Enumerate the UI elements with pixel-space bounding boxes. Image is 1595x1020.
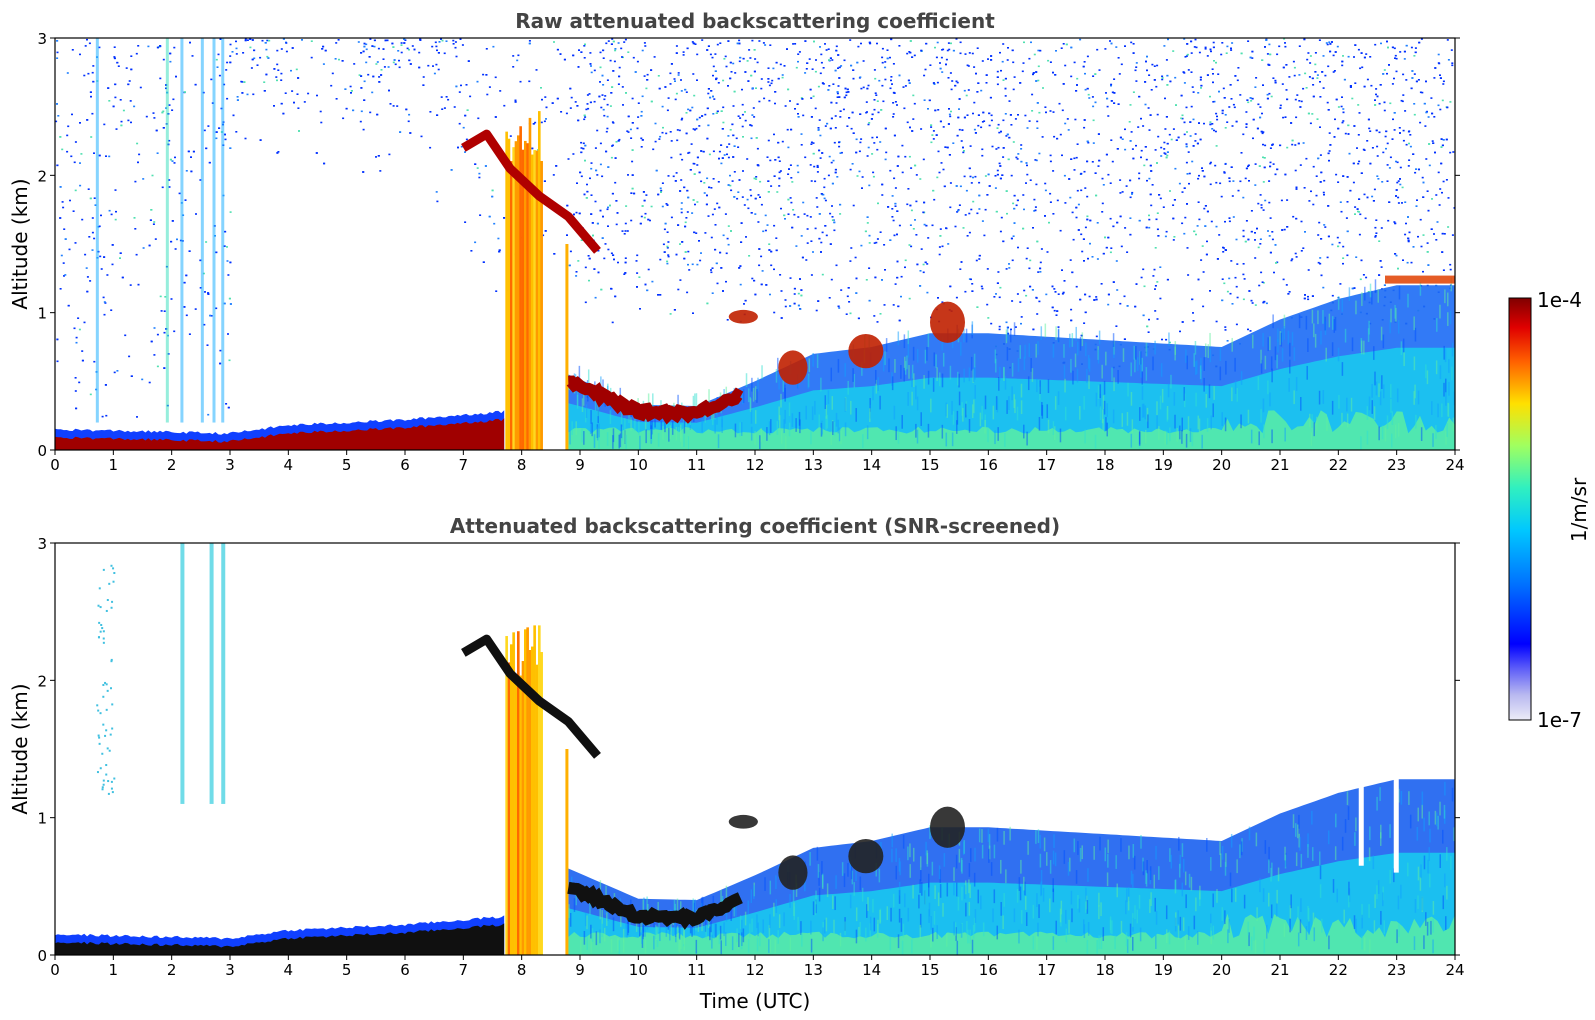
x-tick-label: 17 (1037, 456, 1056, 474)
x-tick-label: 9 (575, 961, 585, 979)
noise-layer (55, 38, 1455, 423)
x-tick-label: 2 (167, 456, 177, 474)
raw-heatmap-area (55, 38, 1455, 450)
raw-backscatter-panel: Raw attenuated backscattering coefficien… (8, 9, 1465, 474)
x-tick-label: 15 (920, 961, 939, 979)
x-tick-label: 0 (50, 961, 60, 979)
boundary-layer-region (568, 779, 1455, 955)
y-tick-label: 3 (37, 30, 47, 48)
x-tick-label: 11 (687, 456, 706, 474)
chart-title: Attenuated backscattering coefficient (S… (450, 514, 1060, 538)
x-tick-label: 5 (342, 961, 352, 979)
x-tick-label: 24 (1445, 456, 1464, 474)
x-tick-label: 1 (109, 456, 119, 474)
y-axis-ticks: 0 1 2 3 (37, 30, 1460, 460)
x-tick-label: 5 (342, 456, 352, 474)
y-tick-label: 1 (37, 810, 47, 828)
x-tick-label: 2 (167, 961, 177, 979)
y-tick-label: 3 (37, 535, 47, 553)
x-tick-label: 22 (1329, 456, 1348, 474)
x-tick-label: 24 (1445, 961, 1464, 979)
colorbar-min-label: 1e-7 (1537, 708, 1582, 732)
x-tick-label: 8 (517, 456, 527, 474)
x-tick-label: 7 (459, 456, 469, 474)
x-tick-label: 16 (979, 961, 998, 979)
x-tick-label: 19 (1154, 456, 1173, 474)
x-tick-label: 6 (400, 961, 410, 979)
chart-title: Raw attenuated backscattering coefficien… (515, 9, 995, 33)
y-axis-label: Altitude (km) (8, 178, 32, 309)
x-tick-label: 0 (50, 456, 60, 474)
snr-screened-panel: Attenuated backscattering coefficient (S… (8, 514, 1465, 1013)
x-tick-label: 15 (920, 456, 939, 474)
x-tick-label: 21 (1270, 456, 1289, 474)
x-tick-label: 4 (284, 456, 294, 474)
y-axis-label: Altitude (km) (8, 683, 32, 814)
y-tick-label: 0 (37, 947, 47, 965)
x-tick-label: 12 (745, 961, 764, 979)
y-axis-ticks: 0 1 2 3 (37, 535, 1460, 965)
x-tick-label: 9 (575, 456, 585, 474)
x-tick-label: 7 (459, 961, 469, 979)
x-tick-label: 23 (1387, 456, 1406, 474)
strong-scatter-features (55, 111, 1455, 450)
y-tick-label: 2 (37, 167, 47, 185)
x-tick-label: 1 (109, 961, 119, 979)
y-tick-label: 1 (37, 305, 47, 323)
x-tick-label: 3 (225, 456, 235, 474)
y-tick-label: 0 (37, 442, 47, 460)
x-tick-label: 17 (1037, 961, 1056, 979)
x-tick-label: 11 (687, 961, 706, 979)
x-axis-label: Time (UTC) (699, 989, 811, 1013)
x-tick-label: 14 (862, 961, 881, 979)
x-tick-label: 21 (1270, 961, 1289, 979)
x-tick-label: 20 (1212, 961, 1231, 979)
x-axis-ticks: 0 1 2 3 4 5 6 7 8 9 10 11 12 13 14 15 16 17 18 19 20 21 22 23 24 (50, 450, 1465, 474)
strong-scatter-features (55, 625, 1399, 955)
x-tick-label: 23 (1387, 961, 1406, 979)
colorbar-max-label: 1e-4 (1537, 288, 1582, 312)
colorbar: 1e-4 1e-7 1/m/sr (1508, 288, 1591, 732)
x-tick-label: 10 (629, 456, 648, 474)
x-tick-label: 4 (284, 961, 294, 979)
colorbar-units-label: 1/m/sr (1567, 477, 1591, 542)
x-tick-label: 19 (1154, 961, 1173, 979)
x-tick-label: 18 (1095, 961, 1114, 979)
x-tick-label: 16 (979, 456, 998, 474)
x-tick-label: 3 (225, 961, 235, 979)
x-tick-label: 13 (804, 456, 823, 474)
colorbar-gradient (1508, 297, 1532, 721)
boundary-layer-region (568, 277, 1455, 450)
y-tick-label: 2 (37, 672, 47, 690)
x-tick-label: 6 (400, 456, 410, 474)
x-tick-label: 8 (517, 961, 527, 979)
x-tick-label: 14 (862, 456, 881, 474)
x-tick-label: 22 (1329, 961, 1348, 979)
screened-heatmap-area (55, 543, 1455, 955)
x-tick-label: 18 (1095, 456, 1114, 474)
x-tick-label: 13 (804, 961, 823, 979)
x-axis-ticks: 0 1 2 3 4 5 6 7 8 9 10 11 12 13 14 15 16 17 18 19 20 21 22 23 24 (50, 955, 1465, 979)
x-tick-label: 10 (629, 961, 648, 979)
noise-layer (96, 543, 226, 804)
x-tick-label: 20 (1212, 456, 1231, 474)
x-tick-label: 12 (745, 456, 764, 474)
